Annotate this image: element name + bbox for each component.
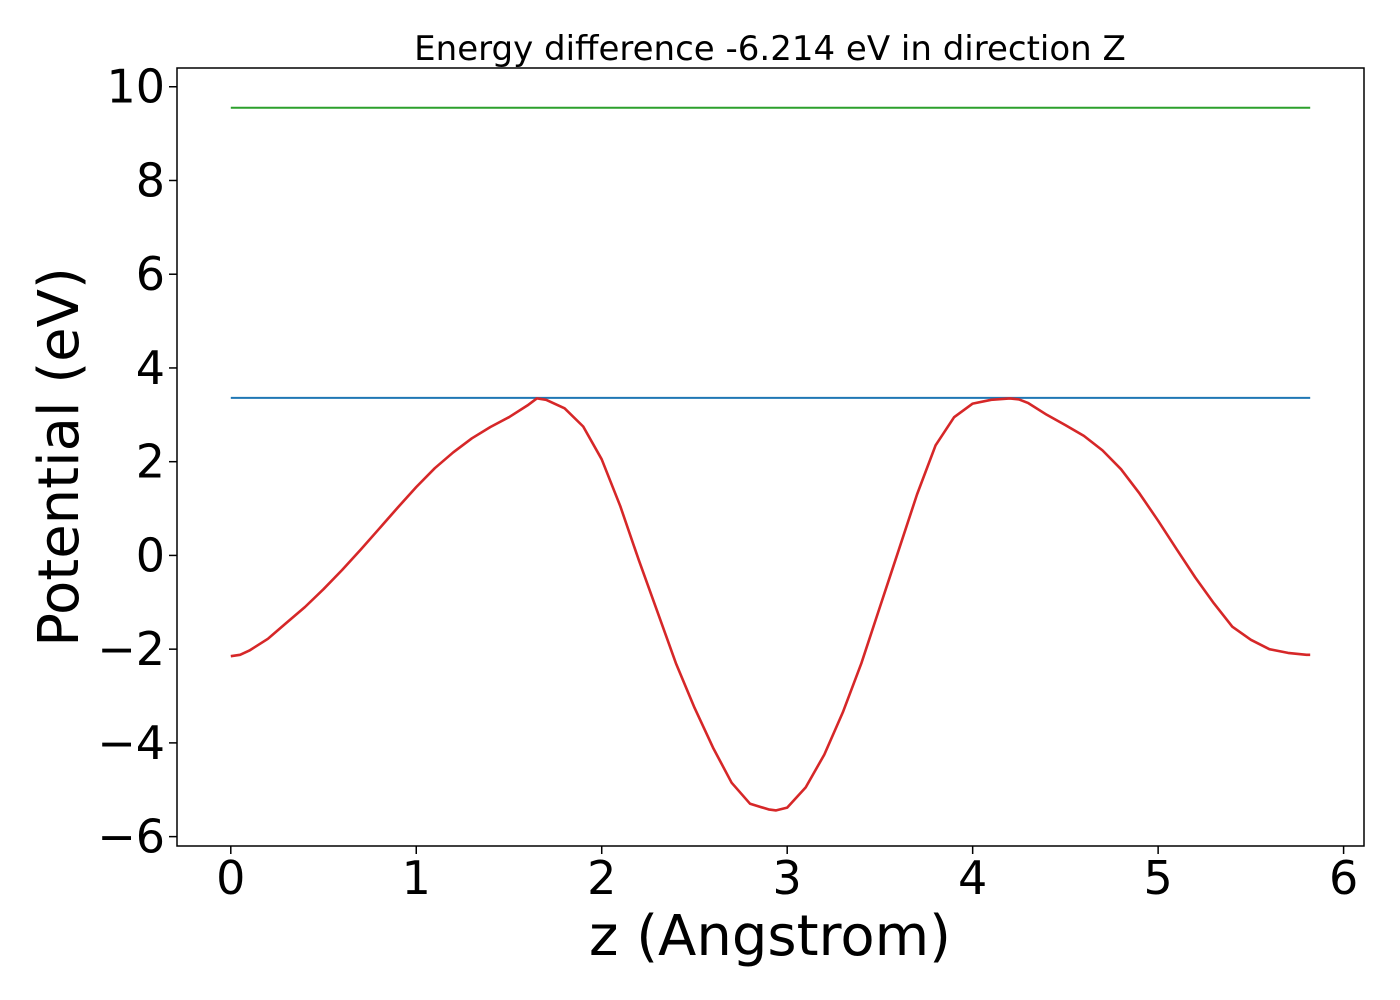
series-layer — [230, 106, 1311, 812]
y-tick-label: 0 — [136, 528, 165, 582]
x-tick-label: 2 — [587, 851, 616, 905]
x-tick-label: 4 — [958, 851, 987, 905]
y-tick-label: 4 — [136, 341, 165, 395]
y-tick-label: −4 — [97, 716, 165, 770]
x-tick-label: 6 — [1329, 851, 1358, 905]
x-tick-label: 3 — [773, 851, 802, 905]
y-tick-label: 10 — [106, 60, 165, 114]
y-axis-label: Potential (eV) — [27, 267, 92, 647]
y-axis: −6 −4 −2 0 2 4 6 8 10 — [97, 60, 177, 864]
y-tick-label: 6 — [136, 247, 165, 301]
y-tick-label: −6 — [97, 810, 165, 864]
x-axis: 0 1 2 3 4 5 6 — [216, 846, 1358, 905]
x-axis-label: z (Angstrom) — [589, 904, 951, 969]
series-line-2 — [230, 397, 1311, 812]
y-tick-label: 8 — [136, 153, 165, 207]
y-tick-label: 2 — [136, 435, 165, 489]
chart-title: Energy difference -6.214 eV in direction… — [414, 29, 1126, 69]
plot-frame — [176, 67, 1365, 847]
y-tick-label: −2 — [97, 622, 165, 676]
x-tick-label: 1 — [402, 851, 431, 905]
x-tick-label: 0 — [216, 851, 245, 905]
x-tick-label: 5 — [1143, 851, 1172, 905]
